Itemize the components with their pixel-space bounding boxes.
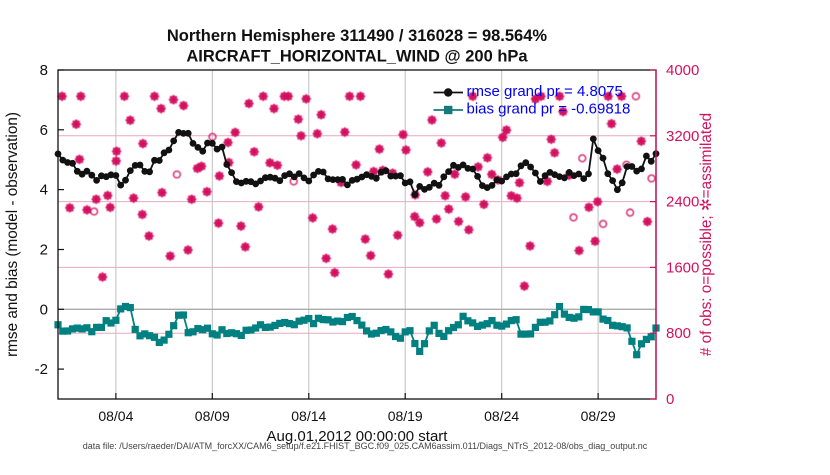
svg-text:08/24: 08/24 [484,408,519,424]
svg-text:2400: 2400 [666,194,699,211]
svg-text:08/04: 08/04 [98,408,133,424]
svg-text:4000: 4000 [666,62,699,79]
svg-text:6: 6 [40,122,48,139]
svg-text:# of obs: o=possible; ✲=assimi: # of obs: o=possible; ✲=assimilated [698,113,715,356]
svg-text:3200: 3200 [666,128,699,145]
svg-text:8: 8 [40,62,48,79]
svg-text:0: 0 [666,391,674,408]
svg-text:1600: 1600 [666,259,699,276]
svg-text:AIRCRAFT_HORIZONTAL_WIND @ 200: AIRCRAFT_HORIZONTAL_WIND @ 200 hPa [186,48,528,66]
svg-text:0: 0 [40,301,48,318]
svg-text:08/19: 08/19 [388,408,423,424]
svg-text:rmse and bias (model - observa: rmse and bias (model - observation) [4,112,21,357]
svg-text:-2: -2 [35,361,48,378]
svg-text:08/29: 08/29 [581,408,616,424]
svg-text:Northern Hemisphere 311490 / 3: Northern Hemisphere 311490 / 316028 = 98… [167,27,548,45]
svg-text:800: 800 [666,325,691,342]
svg-text:rmse grand pr = 4.8075: rmse grand pr = 4.8075 [467,83,623,100]
svg-text:2: 2 [40,241,48,258]
svg-text:4: 4 [40,182,48,199]
svg-text:data file: /Users/raeder/DAI/A: data file: /Users/raeder/DAI/ATM_forcXX/… [83,441,648,451]
svg-text:08/09: 08/09 [195,408,230,424]
svg-text:08/14: 08/14 [291,408,326,424]
svg-text:bias grand pr = -0.69818: bias grand pr = -0.69818 [467,100,631,117]
